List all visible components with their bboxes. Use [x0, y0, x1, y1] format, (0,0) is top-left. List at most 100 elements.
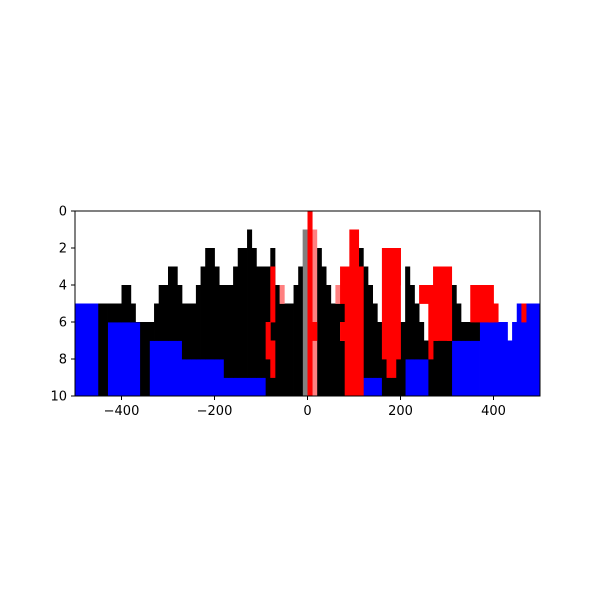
- heatmap-cell-black: [247, 229, 253, 378]
- x-tick-label: −200: [197, 404, 233, 419]
- heatmap-cell-black: [451, 285, 457, 341]
- y-tick-label: 8: [59, 353, 67, 368]
- heatmap-cell-black: [251, 248, 257, 378]
- heatmap-cell-red: [395, 248, 401, 286]
- heatmap-cell-black: [181, 303, 187, 360]
- y-tick-label: 10: [50, 390, 67, 405]
- heatmap-cell-red: [386, 359, 392, 378]
- heatmap-cell-black: [214, 266, 220, 360]
- heatmap-cell-black: [367, 285, 373, 378]
- heatmap-cell-red: [349, 229, 360, 267]
- heatmap-cell-black: [158, 285, 169, 341]
- heatmap-cell-black: [107, 303, 118, 323]
- heatmap-cell-red: [340, 322, 346, 341]
- heatmap-cell-black: [154, 303, 160, 341]
- heatmap-cell-red: [307, 322, 318, 341]
- heatmap-cell-red: [447, 303, 453, 341]
- heatmap-cell-black: [195, 285, 201, 360]
- heatmap-cell-black: [363, 266, 369, 378]
- heatmap-cell-black: [470, 322, 480, 341]
- heatmap-cell-black: [377, 322, 383, 378]
- heatmap-cell-red: [419, 285, 429, 304]
- y-tick-label: 0: [59, 205, 67, 220]
- heatmap-cell-black: [121, 285, 132, 323]
- heatmap-cell-blue: [75, 303, 99, 397]
- heatmap-cell-blue: [512, 322, 518, 397]
- heatmap-cell-black: [414, 303, 420, 360]
- heatmap-cell-black: [372, 303, 378, 378]
- heatmap-cell-black: [279, 303, 285, 397]
- x-tick-label: 0: [303, 404, 311, 419]
- heatmap-cell-red: [270, 266, 276, 323]
- heatmap-cell-black: [330, 303, 336, 397]
- heatmap-cell-black: [98, 303, 108, 397]
- heatmap-cell-red: [521, 303, 527, 323]
- y-tick-label: 2: [59, 242, 67, 257]
- axes-frame: [74, 210, 541, 397]
- heatmap-cell-black: [419, 322, 425, 360]
- x-tick-label: 200: [388, 404, 413, 419]
- heatmap-cell-red: [354, 266, 364, 397]
- heatmap-cell-black: [233, 266, 239, 378]
- heatmap-cell-black: [428, 340, 453, 397]
- heatmap-cell-black: [460, 322, 466, 341]
- heatmap-cell-red: [488, 303, 499, 323]
- heatmap-cell-black: [284, 303, 290, 397]
- heatmap-cell-red: [340, 266, 346, 304]
- heatmap-cell-black: [288, 303, 294, 397]
- heatmap-cell-black: [423, 340, 429, 360]
- heatmap-cell-black: [205, 248, 215, 360]
- heatmap-cell-black: [116, 303, 122, 323]
- heatmap-cell-red: [265, 322, 271, 360]
- heatmap-cell-red: [354, 359, 360, 378]
- heatmap-cell-red: [307, 211, 313, 397]
- heatmap-cell-black: [191, 303, 197, 360]
- x-tick-label: −400: [104, 404, 140, 419]
- heatmap-cell-black: [298, 266, 304, 397]
- heatmap-cell-blue: [223, 377, 267, 397]
- heatmap-cell-blue: [107, 322, 146, 397]
- heatmap-cell-black: [405, 266, 411, 360]
- heatmap-cell-black: [465, 322, 471, 341]
- heatmap-cell-black: [186, 303, 192, 360]
- heatmap-cell-red: [391, 359, 397, 378]
- heatmap-cell-black: [223, 285, 229, 378]
- heatmap-cell-black: [177, 285, 183, 341]
- heatmap-cell-blue: [479, 322, 508, 397]
- heatmap-cell-red: [428, 303, 434, 360]
- heatmap-cell-pink: [335, 285, 341, 304]
- plot-area: [75, 211, 541, 397]
- y-tick-label: 4: [59, 279, 67, 294]
- heatmap-cell-blue: [516, 303, 541, 397]
- heatmap-cell-black: [149, 322, 155, 341]
- y-tick-label: 6: [59, 316, 67, 331]
- heatmap-cell-black: [168, 266, 178, 341]
- heatmap-cell-black: [274, 285, 280, 397]
- heatmap-cell-black: [219, 285, 225, 360]
- x-tick-label: 400: [481, 404, 506, 419]
- heatmap-cell-black: [456, 303, 462, 341]
- heatmap-cell-black: [335, 303, 341, 397]
- heatmap-cell-red: [270, 340, 276, 378]
- heatmap-cell-red: [470, 285, 476, 323]
- heatmap-cell-black: [326, 285, 332, 397]
- heatmap-cell-black: [340, 303, 346, 397]
- heatmap-cell-pink: [279, 285, 285, 304]
- heatmap-cell-black: [140, 322, 150, 397]
- heatmap-cell-blue: [181, 359, 225, 397]
- heatmap-cell-black: [200, 266, 206, 360]
- heatmap-cell-blue: [507, 340, 513, 397]
- heatmap-cell-black: [130, 303, 136, 323]
- heatmap-cell-gray: [302, 229, 308, 397]
- heatmap-cell-black: [293, 285, 299, 397]
- x-axis: −400 −200 0 200 400: [104, 396, 506, 419]
- heatmap-cell-black: [256, 266, 262, 378]
- heatmap-cell-pink: [312, 229, 318, 397]
- y-axis: 0 2 4 6 8 10: [50, 205, 75, 405]
- heatmap-cell-red: [344, 266, 355, 397]
- heatmap-cell-black: [409, 285, 415, 360]
- heatmap-cell-blue: [144, 340, 183, 397]
- heatmap-cell-black: [261, 266, 267, 378]
- heatmap-cell-black: [228, 285, 234, 378]
